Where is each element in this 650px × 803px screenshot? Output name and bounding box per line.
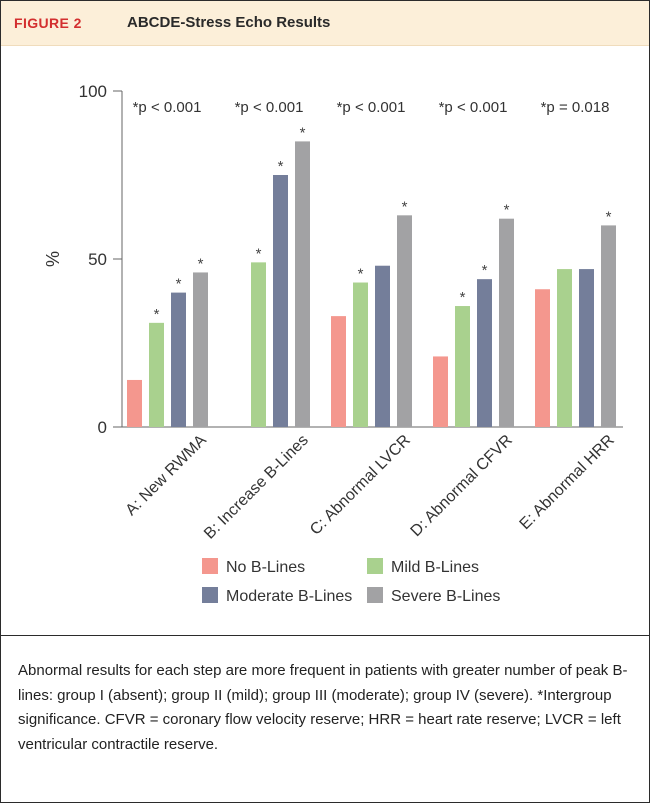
bar: [295, 141, 310, 427]
bar: [455, 306, 470, 427]
significance-star: *: [176, 276, 182, 293]
p-value-label: *p < 0.001: [235, 99, 304, 116]
significance-star: *: [256, 245, 262, 262]
significance-star: *: [358, 266, 364, 283]
p-value-label: *p < 0.001: [337, 99, 406, 116]
x-category-label: D: Abnormal CFVR: [408, 432, 516, 540]
legend-swatch: [367, 587, 383, 603]
significance-star: *: [300, 124, 306, 141]
figure-title: ABCDE-Stress Echo Results: [127, 14, 331, 31]
legend-swatch: [202, 558, 218, 574]
p-value-label: *p = 0.018: [541, 99, 610, 116]
y-tick-label: 100: [79, 82, 107, 101]
figure-label: FIGURE 2: [14, 15, 82, 31]
legend-label: Mild B-Lines: [391, 559, 479, 576]
bar: [331, 316, 346, 427]
bar: [127, 379, 142, 427]
bar: [251, 262, 266, 427]
bar: [273, 175, 288, 427]
bar: [397, 215, 412, 427]
caption-divider: [1, 635, 649, 636]
y-tick-label: 0: [98, 418, 107, 437]
legend-label: No B-Lines: [226, 559, 305, 576]
bar: [499, 218, 514, 427]
y-tick-label: 50: [88, 250, 107, 269]
p-value-label: *p < 0.001: [133, 99, 202, 116]
significance-star: *: [198, 255, 204, 272]
significance-star: *: [482, 262, 488, 279]
significance-star: *: [278, 158, 284, 175]
bar: [171, 292, 186, 427]
significance-star: *: [606, 208, 612, 225]
y-axis-label: %: [43, 251, 63, 267]
figure-caption: Abnormal results for each step are more …: [18, 662, 628, 753]
bar: [433, 356, 448, 427]
bar: [579, 269, 594, 427]
bar: [601, 225, 616, 427]
bar-chart: 0 50 100 % *p < 0.001 *p < 0.001 *p < 0.001 *…: [43, 82, 623, 605]
significance-star: *: [402, 198, 408, 215]
bar: [557, 269, 572, 427]
x-category-label: E: Abnormal HRR: [517, 432, 618, 533]
figure-header: FIGURE 2 ABCDE-Stress Echo Results: [1, 1, 649, 46]
bar: [149, 322, 164, 427]
bar: [193, 272, 208, 427]
legend-label: Moderate B-Lines: [226, 588, 352, 605]
bar: [477, 279, 492, 427]
p-value-label: *p < 0.001: [439, 99, 508, 116]
bar: [375, 265, 390, 427]
legend-swatch: [367, 558, 383, 574]
significance-star: *: [154, 306, 160, 323]
x-category-label: B: Increase B-Lines: [201, 432, 312, 543]
legend-label: Severe B-Lines: [391, 588, 500, 605]
x-category-label: A: New RWMA: [123, 432, 210, 519]
significance-star: *: [504, 202, 510, 219]
x-category-label: C: Abnormal LVCR: [307, 432, 414, 539]
legend-swatch: [202, 587, 218, 603]
bar: [535, 289, 550, 427]
significance-star: *: [460, 289, 466, 306]
bar: [353, 282, 368, 427]
